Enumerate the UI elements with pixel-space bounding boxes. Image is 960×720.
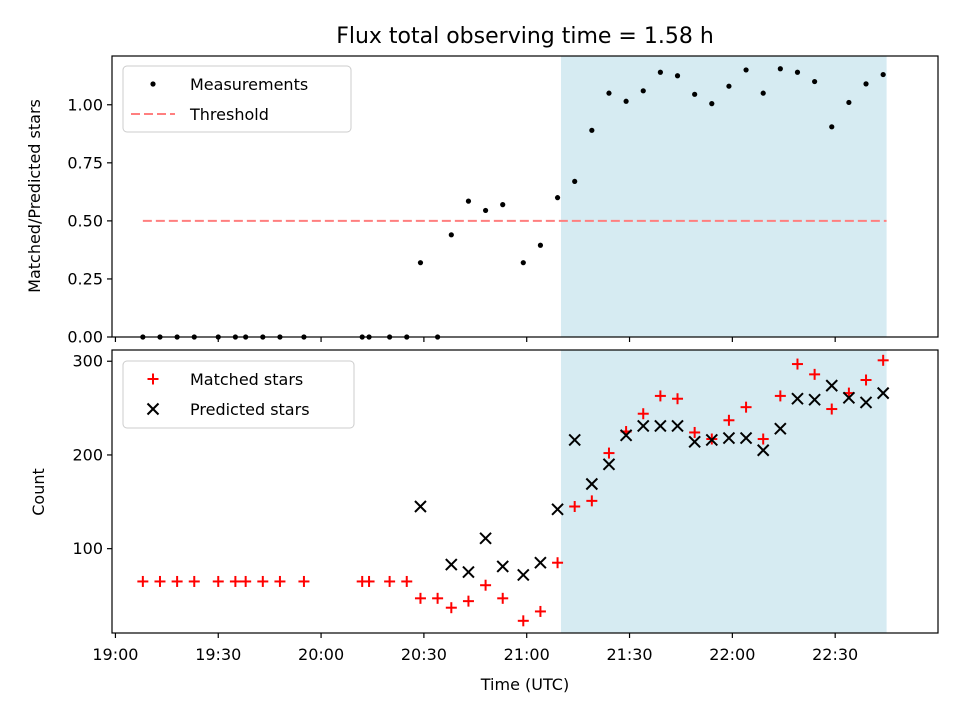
measurement-point [465, 198, 472, 204]
predicted-star-point [568, 433, 581, 447]
bottom-legend: Matched stars Predicted stars [122, 360, 355, 429]
predicted-star-point [774, 422, 787, 435]
top-y-axis: 0.00 0.25 0.50 0.75 1.00 [67, 95, 112, 347]
measurement-point [777, 66, 783, 72]
predicted-star-point [534, 556, 547, 569]
bottom-y-axis: 100 200 300 [72, 352, 112, 558]
x-axis-label: Time (UTC) [480, 675, 569, 694]
legend-matched-marker [147, 373, 159, 385]
measurement-point [606, 90, 612, 96]
predicted-star-point [551, 503, 564, 516]
measurement-point [692, 91, 698, 97]
top-y-tick-label: 0.25 [67, 269, 103, 288]
predicted-star-point [517, 568, 530, 582]
measurement-point [812, 78, 818, 85]
x-tick-label: 20:00 [298, 645, 344, 664]
predicted-star-point [688, 435, 701, 449]
legend-matched-label: Matched stars [190, 370, 303, 389]
predicted-star-point [739, 431, 753, 445]
measurement-point [760, 90, 766, 96]
predicted-star-point [637, 419, 650, 433]
predicted-star-point [496, 560, 509, 573]
measurement-point [623, 98, 629, 104]
measurement-point [520, 260, 526, 266]
predicted-star-point [876, 386, 890, 400]
measurement-point [863, 81, 869, 87]
top-y-tick-label: 0.50 [67, 211, 103, 230]
legend-measurements-label: Measurements [190, 75, 308, 94]
predicted-star-point [808, 393, 821, 406]
measurement-point [846, 99, 852, 106]
legend-threshold-label: Threshold [189, 105, 269, 124]
predicted-star-point [705, 433, 718, 447]
measurement-point [657, 69, 663, 75]
top-legend: Measurements Threshold [122, 65, 352, 133]
measurement-point [743, 67, 749, 73]
measurement-point [726, 83, 732, 89]
measurement-point [417, 260, 424, 266]
measurement-point [482, 207, 489, 214]
measurement-point [640, 88, 646, 94]
top-y-tick-label: 0.00 [67, 328, 103, 347]
legend-predicted-label: Predicted stars [190, 400, 310, 419]
bottom-data-points [137, 354, 890, 627]
x-tick-label: 21:30 [606, 645, 652, 664]
measurement-point [794, 69, 801, 75]
bottom-panel: 100 200 300 19:00 19:30 20:00 20:30 21:00 21:30… [29, 349, 939, 694]
bottom-y-tick-label: 100 [72, 539, 103, 558]
predicted-star-point [671, 419, 684, 433]
measurement-point [537, 242, 544, 248]
predicted-star-point [756, 444, 770, 457]
measurement-point [709, 101, 715, 107]
predicted-star-point [859, 396, 873, 409]
predicted-star-point [842, 391, 856, 404]
bottom-x-axis: 19:00 19:30 20:00 20:30 21:00 21:30 22:00 22:30 [92, 633, 858, 664]
measurement-point [448, 232, 454, 238]
predicted-star-point [479, 532, 492, 545]
predicted-star-point [146, 402, 160, 416]
top-panel: 0.00 0.25 0.50 0.75 1.00 Matched/Predicted s… [25, 55, 939, 347]
legend-measurements-marker [150, 81, 156, 87]
predicted-star-point [414, 500, 427, 513]
chart-title: Flux total observing time = 1.58 h [336, 24, 714, 49]
x-tick-label: 22:30 [812, 645, 858, 664]
predicted-star-point [602, 458, 616, 471]
measurement-point [589, 127, 595, 133]
predicted-star-point [791, 392, 804, 405]
top-y-axis-label: Matched/Predicted stars [25, 99, 44, 293]
top-y-tick-label: 0.75 [67, 153, 103, 172]
predicted-star-point [585, 477, 599, 491]
bottom-y-axis-label: Count [29, 468, 48, 516]
measurement-point [829, 124, 835, 130]
predicted-star-point [445, 558, 458, 571]
measurement-point [554, 195, 561, 201]
top-highlight-span [560, 56, 887, 337]
top-y-tick-label: 1.00 [67, 95, 103, 114]
x-tick-label: 20:30 [401, 645, 447, 664]
legend-predicted-marker [146, 402, 160, 416]
predicted-star-point [722, 431, 736, 445]
top-x-tick-marks [114, 337, 836, 342]
measurement-point [500, 202, 506, 208]
x-tick-label: 21:00 [504, 645, 550, 664]
x-tick-label: 19:00 [92, 645, 138, 664]
x-tick-label: 22:00 [709, 645, 755, 664]
measurement-point [880, 71, 886, 78]
top-axes-frame [111, 55, 939, 338]
bottom-y-tick-label: 300 [72, 352, 103, 371]
measurement-point [572, 178, 578, 185]
bottom-highlight-span [560, 350, 887, 633]
bottom-legend-box [122, 360, 355, 429]
top-legend-box [122, 65, 352, 133]
x-tick-label: 19:30 [195, 645, 241, 664]
bottom-axes-frame [111, 349, 939, 634]
predicted-star-point [619, 429, 633, 442]
predicted-star-point [462, 565, 475, 579]
predicted-star-point [654, 419, 667, 433]
measurement-point [674, 73, 681, 79]
bottom-y-tick-label: 200 [72, 445, 103, 464]
predicted-star-point [825, 379, 838, 392]
